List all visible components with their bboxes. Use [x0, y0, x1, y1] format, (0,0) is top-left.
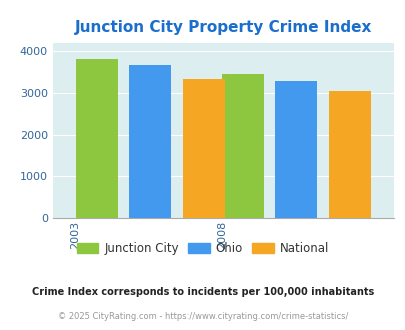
Bar	[129, 65, 171, 218]
Text: © 2025 CityRating.com - https://www.cityrating.com/crime-statistics/: © 2025 CityRating.com - https://www.city…	[58, 312, 347, 321]
Bar	[182, 79, 224, 218]
Bar	[328, 91, 370, 218]
Bar	[221, 74, 263, 218]
Legend: Junction City, Ohio, National: Junction City, Ohio, National	[72, 237, 333, 260]
Bar	[75, 59, 117, 218]
Bar	[275, 81, 317, 218]
Text: Crime Index corresponds to incidents per 100,000 inhabitants: Crime Index corresponds to incidents per…	[32, 287, 373, 297]
Title: Junction City Property Crime Index: Junction City Property Crime Index	[75, 20, 371, 35]
